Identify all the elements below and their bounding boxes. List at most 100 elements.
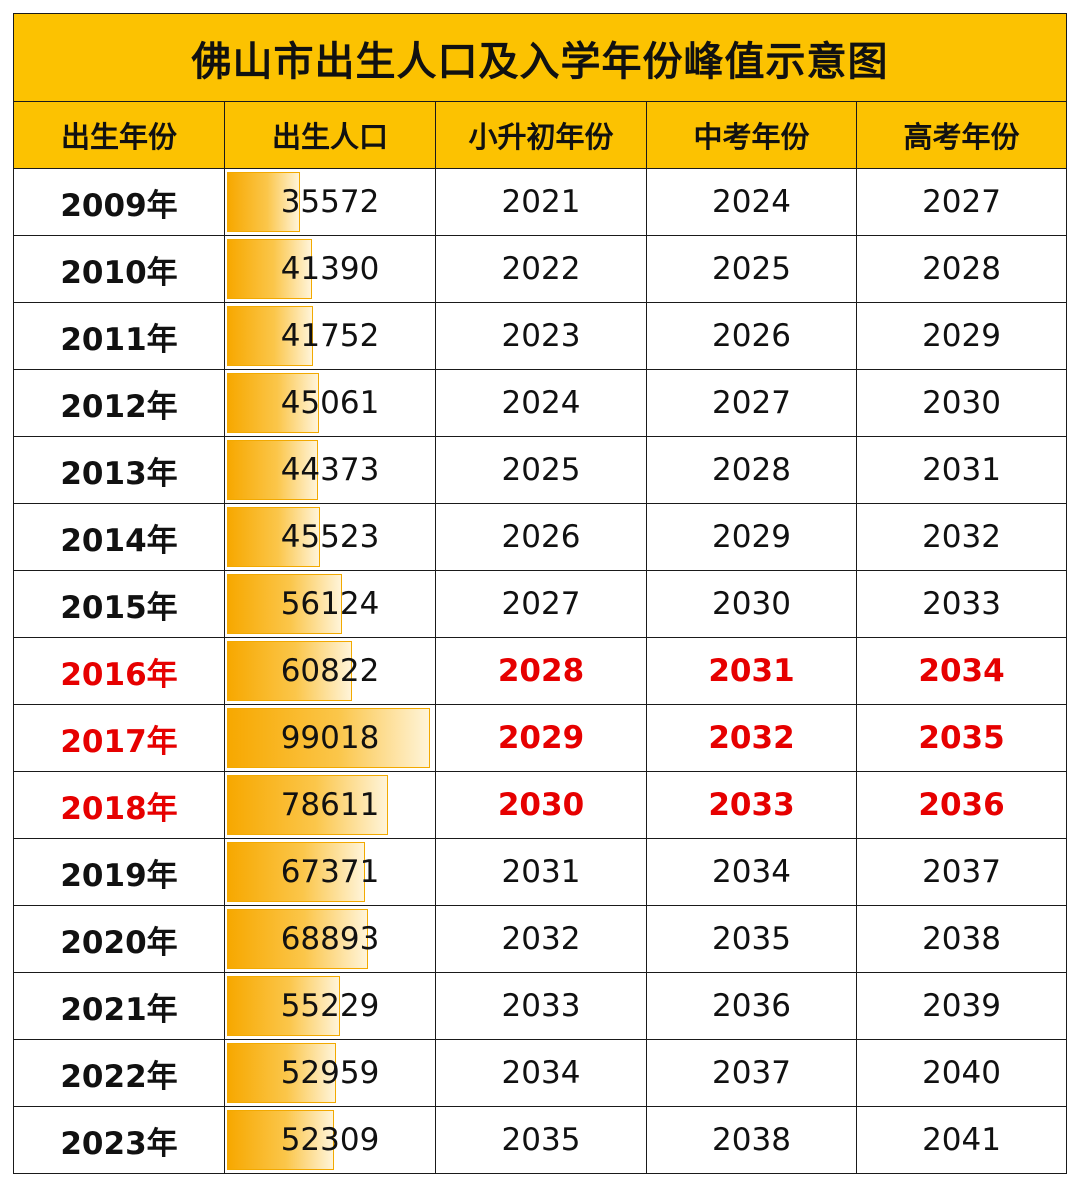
population-data-bar [227,440,318,500]
population-data-bar [227,909,369,969]
header-birth-year: 出生年份 [13,101,225,169]
population-data-bar [227,507,321,567]
junior-high-year-cell: 2027 [435,570,647,638]
zhongkao-year-cell: 2034 [646,838,857,906]
junior-high-year-cell: 2033 [435,972,647,1040]
table-row: 2018年 78611 2030 2033 2036 [13,771,1068,839]
population-data-bar [227,641,352,701]
birth-year-cell: 2010年 [13,235,225,303]
gaokao-year-cell: 2039 [855,972,1068,1040]
population-data-bar [227,976,341,1036]
population-value: 68893 [280,921,380,957]
population-value: 41752 [280,318,380,354]
birth-year-cell: 2019年 [13,838,225,906]
zhongkao-year-cell: 2033 [646,771,857,839]
zhongkao-year-cell: 2026 [646,302,857,370]
population-value: 44373 [280,452,380,488]
population-value: 78611 [280,787,380,823]
population-value: 45523 [280,519,380,555]
gaokao-year-cell: 2033 [855,570,1068,638]
zhongkao-year-cell: 2031 [646,637,857,705]
population-data-bar [227,708,430,768]
gaokao-year-cell: 2034 [855,637,1068,705]
gaokao-year-cell: 2038 [855,905,1068,973]
table-row: 2013年 44373 2025 2028 2031 [13,436,1068,504]
population-cell: 78611 [224,771,436,839]
junior-high-year-cell: 2030 [435,771,647,839]
population-value: 56124 [280,586,380,622]
zhongkao-year-cell: 2037 [646,1039,857,1107]
population-cell: 45061 [224,369,436,437]
table-row: 2009年 35572 2021 2024 2027 [13,168,1068,236]
birth-year-cell: 2023年 [13,1106,225,1174]
population-data-bar [227,373,320,433]
gaokao-year-cell: 2030 [855,369,1068,437]
zhongkao-year-cell: 2024 [646,168,857,236]
zhongkao-year-cell: 2027 [646,369,857,437]
birth-year-cell: 2013年 [13,436,225,504]
population-cell: 52309 [224,1106,436,1174]
table-row: 2011年 41752 2023 2026 2029 [13,302,1068,370]
zhongkao-year-cell: 2029 [646,503,857,571]
population-value: 67371 [280,854,380,890]
population-cell: 44373 [224,436,436,504]
population-value: 45061 [280,385,380,421]
table-body: 2009年 35572 2021 2024 2027 2010年 41390 2022 2025… [13,168,1068,1174]
population-value: 60822 [280,653,380,689]
birth-year-cell: 2018年 [13,771,225,839]
population-value: 41390 [280,251,380,287]
junior-high-year-cell: 2034 [435,1039,647,1107]
birth-year-cell: 2014年 [13,503,225,571]
header-junior-high-year: 小升初年份 [435,101,647,169]
gaokao-year-cell: 2037 [855,838,1068,906]
table-row: 2010年 41390 2022 2025 2028 [13,235,1068,303]
junior-high-year-cell: 2029 [435,704,647,772]
junior-high-year-cell: 2025 [435,436,647,504]
zhongkao-year-cell: 2025 [646,235,857,303]
population-cell: 35572 [224,168,436,236]
junior-high-year-cell: 2022 [435,235,647,303]
table-row: 2014年 45523 2026 2029 2032 [13,503,1068,571]
junior-high-year-cell: 2023 [435,302,647,370]
birth-year-cell: 2009年 [13,168,225,236]
gaokao-year-cell: 2032 [855,503,1068,571]
population-data-bar [227,574,343,634]
population-cell: 45523 [224,503,436,571]
table-row: 2017年 99018 2029 2032 2035 [13,704,1068,772]
population-cell: 56124 [224,570,436,638]
table-row: 2019年 67371 2031 2034 2037 [13,838,1068,906]
birth-year-cell: 2016年 [13,637,225,705]
table-title: 佛山市出生人口及入学年份峰值示意图 [12,13,1068,102]
table-row: 2022年 52959 2034 2037 2040 [13,1039,1068,1107]
birth-year-cell: 2021年 [13,972,225,1040]
population-data-bar [227,775,389,835]
population-data-bar [227,172,300,232]
junior-high-year-cell: 2032 [435,905,647,973]
header-birth-population: 出生人口 [224,101,436,169]
table-row: 2023年 52309 2035 2038 2041 [13,1106,1068,1174]
junior-high-year-cell: 2021 [435,168,647,236]
population-data-bar [227,239,312,299]
birth-year-cell: 2011年 [13,302,225,370]
population-data-bar [227,1043,336,1103]
birth-year-cell: 2015年 [13,570,225,638]
zhongkao-year-cell: 2035 [646,905,857,973]
population-cell: 99018 [224,704,436,772]
population-value: 52959 [280,1055,380,1091]
table-row: 2015年 56124 2027 2030 2033 [13,570,1068,638]
junior-high-year-cell: 2035 [435,1106,647,1174]
junior-high-year-cell: 2026 [435,503,647,571]
table-row: 2020年 68893 2032 2035 2038 [13,905,1068,973]
birth-population-table: 佛山市出生人口及入学年份峰值示意图 出生年份 出生人口 小升初年份 中考年份 高… [12,13,1068,1174]
junior-high-year-cell: 2024 [435,369,647,437]
header-row: 出生年份 出生人口 小升初年份 中考年份 高考年份 [13,101,1068,169]
gaokao-year-cell: 2041 [855,1106,1068,1174]
population-cell: 41752 [224,302,436,370]
junior-high-year-cell: 2028 [435,637,647,705]
population-cell: 52959 [224,1039,436,1107]
population-value: 35572 [280,184,380,220]
population-cell: 55229 [224,972,436,1040]
gaokao-year-cell: 2031 [855,436,1068,504]
birth-year-cell: 2017年 [13,704,225,772]
birth-year-cell: 2022年 [13,1039,225,1107]
